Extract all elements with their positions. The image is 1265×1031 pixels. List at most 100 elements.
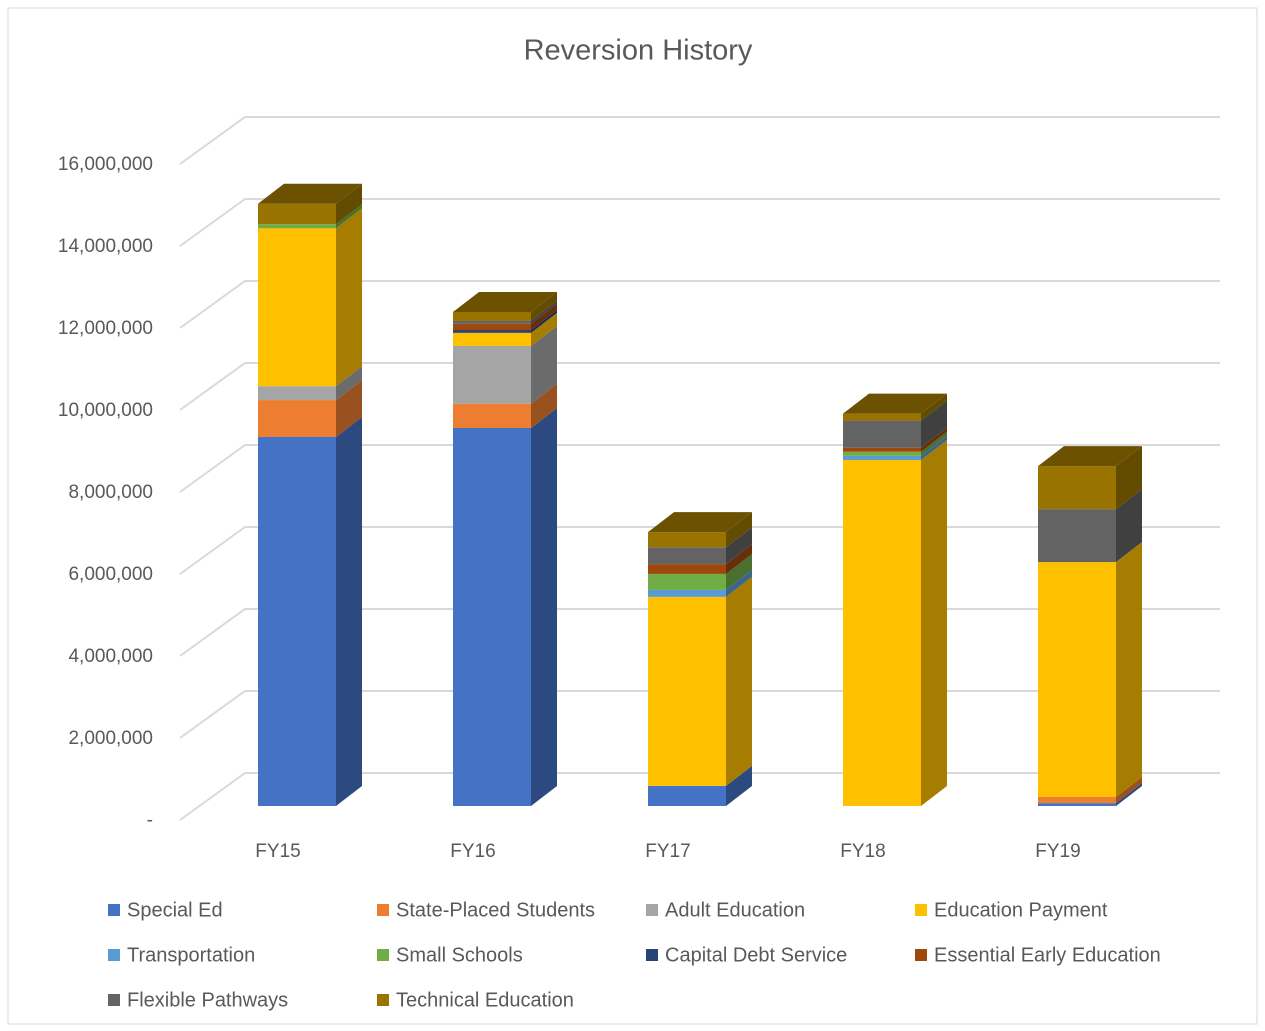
bar-side	[531, 312, 557, 346]
bar-side	[921, 435, 947, 460]
legend-swatch	[108, 904, 120, 916]
bar-side	[531, 407, 557, 806]
bar-segment	[648, 589, 726, 597]
grid-line	[179, 362, 1220, 411]
legend-label: Capital Debt Service	[665, 944, 847, 966]
legend-label: Essential Early Education	[934, 944, 1161, 966]
y-tick-label: 6,000,000	[68, 564, 153, 585]
x-tick-label: FY15	[255, 841, 300, 862]
bar-segment	[453, 345, 531, 404]
x-tick-label: FY17	[645, 841, 690, 862]
legend-label: Flexible Pathways	[127, 989, 288, 1011]
legend-label: Adult Education	[665, 899, 805, 921]
legend-swatch	[646, 949, 658, 961]
bar-segment	[843, 455, 921, 460]
bar-side	[1116, 489, 1142, 563]
bar-segment	[648, 564, 726, 574]
bar-segment	[1038, 803, 1116, 806]
bar-top	[1038, 446, 1142, 467]
bar-side	[336, 204, 362, 229]
bar-segment	[258, 203, 336, 225]
x-tick-label: FY16	[450, 841, 495, 862]
y-tick-label: 4,000,000	[68, 646, 153, 667]
legend-label: Small Schools	[396, 944, 523, 966]
legend-swatch	[646, 904, 658, 916]
bar-side	[1116, 783, 1142, 806]
bar-side	[336, 417, 362, 806]
bar-top	[258, 183, 362, 204]
bar-segment	[453, 320, 531, 324]
bar-side	[531, 309, 557, 333]
grid-line	[179, 116, 1220, 165]
legend-swatch	[915, 949, 927, 961]
bar-side	[1116, 542, 1142, 797]
legend-label: Special Ed	[127, 899, 223, 921]
bar-segment	[453, 323, 531, 330]
bar-side	[1116, 776, 1142, 804]
bar-segment	[453, 329, 531, 333]
bar-segment	[843, 459, 921, 806]
bar-side	[726, 765, 752, 806]
bar-side	[336, 208, 362, 387]
y-tick-label: 16,000,000	[58, 154, 153, 175]
bar-segment	[648, 547, 726, 565]
legend-label: State-Placed Students	[396, 899, 595, 921]
bar-side	[921, 427, 947, 452]
bar-segment	[843, 413, 921, 421]
grid-line	[179, 198, 1220, 247]
bar-side	[1116, 446, 1142, 510]
x-tick-label: FY19	[1035, 841, 1080, 862]
bar-segment	[843, 447, 921, 452]
bar-side	[531, 303, 557, 330]
bar-side	[531, 291, 557, 321]
bar-segment	[648, 573, 726, 590]
bar-side	[726, 576, 752, 786]
bar-side	[726, 527, 752, 565]
bar-segment	[453, 332, 531, 346]
legend-swatch	[377, 994, 389, 1006]
legend-swatch	[108, 994, 120, 1006]
chart-title: Reversion History	[524, 35, 753, 67]
legend-swatch	[377, 904, 389, 916]
x-tick-label: FY18	[840, 841, 885, 862]
bar-side	[336, 183, 362, 225]
bar-segment	[258, 386, 336, 401]
bar-side	[726, 553, 752, 590]
legend-label: Education Payment	[934, 899, 1108, 921]
bar-segment	[843, 420, 921, 448]
bar-segment	[453, 427, 531, 806]
bar-segment	[258, 228, 336, 387]
legend-swatch	[377, 949, 389, 961]
bar-segment	[1038, 796, 1116, 804]
bar-side	[336, 366, 362, 401]
bar-side	[531, 325, 557, 404]
bar-segment	[453, 403, 531, 428]
bar-segment	[648, 596, 726, 786]
bar-side	[531, 383, 557, 428]
bar-segment	[453, 311, 531, 321]
bar-segment	[648, 785, 726, 806]
legend-label: Transportation	[127, 944, 255, 966]
y-tick-label: 2,000,000	[68, 728, 153, 749]
bar-top	[648, 512, 752, 533]
bar-side	[921, 400, 947, 448]
legend-label: Technical Education	[396, 989, 574, 1011]
bar-segment	[258, 437, 336, 806]
bar-top	[453, 291, 557, 312]
bar-top	[843, 393, 947, 414]
bar-side	[726, 544, 752, 574]
y-tick-label: 8,000,000	[68, 482, 153, 503]
bar-segment	[258, 400, 336, 437]
bar-side	[921, 393, 947, 421]
bar-segment	[1038, 562, 1116, 797]
y-tick-label: 10,000,000	[58, 400, 153, 421]
bar-segment	[1038, 509, 1116, 563]
bar-segment	[843, 451, 921, 456]
legend-swatch	[915, 904, 927, 916]
grid-line	[179, 280, 1220, 329]
bar-segment	[258, 224, 336, 229]
bar-side	[726, 569, 752, 597]
bar-side	[921, 431, 947, 456]
legend-swatch	[108, 949, 120, 961]
